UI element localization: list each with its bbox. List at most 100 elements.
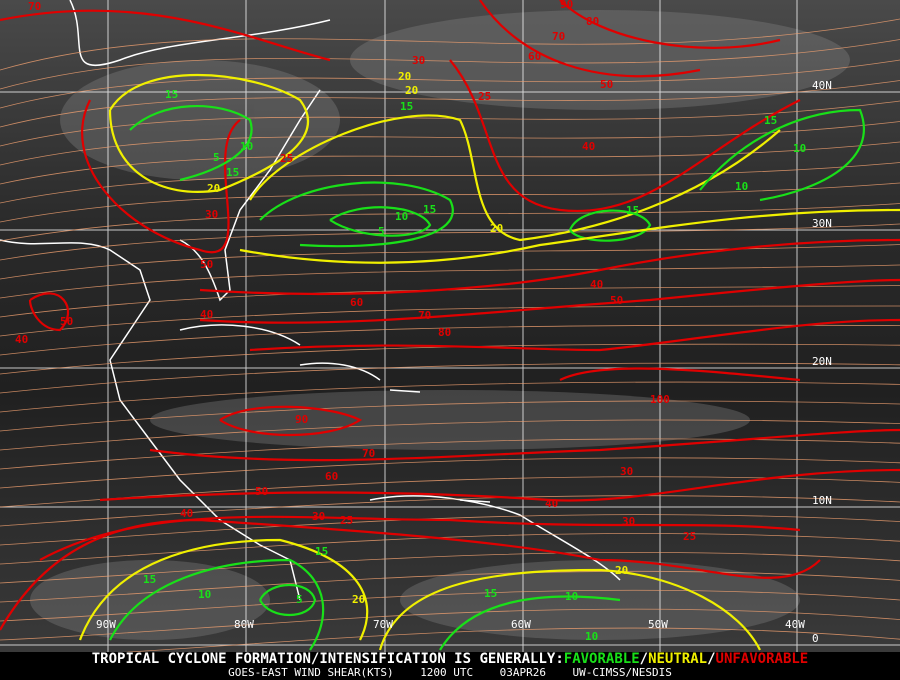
- contour-label: 40: [200, 308, 213, 321]
- contour-label: 15: [143, 573, 156, 586]
- contour-label: 15: [226, 166, 239, 179]
- streamline: [0, 324, 900, 356]
- contour-label: 40: [545, 497, 558, 510]
- contour-label: 70: [418, 309, 431, 322]
- favorable-label: FAVORABLE: [563, 651, 640, 667]
- contour-label: 5: [296, 593, 303, 606]
- lat-label: 20N: [812, 355, 832, 368]
- favorable-contour: [439, 595, 621, 651]
- lon-label: 90W: [96, 618, 116, 631]
- neutral-contour: [249, 114, 781, 242]
- streamline: [0, 551, 900, 584]
- streamline: [0, 457, 900, 489]
- contour-label: 25: [683, 530, 696, 543]
- contour-label: 50: [255, 485, 268, 498]
- streamline: [0, 18, 900, 71]
- contour-label: 50: [60, 315, 73, 328]
- streamline: [0, 362, 900, 394]
- unfavorable-label: UNFAVORABLE: [715, 651, 809, 667]
- neutral-contour: [78, 538, 761, 651]
- lat-label: 30N: [812, 217, 832, 230]
- contour-label: 60: [528, 50, 541, 63]
- contour-label: 80: [438, 326, 451, 339]
- contour-label: 20: [352, 593, 365, 606]
- contour-label: 50: [600, 78, 613, 91]
- contour-label: 20: [615, 564, 628, 577]
- contour-label: 90: [295, 413, 308, 426]
- favorable-contour: [329, 206, 432, 237]
- lat-label: 40N: [812, 79, 832, 92]
- contour-label: 25: [280, 152, 293, 165]
- lon-label: 60W: [511, 618, 531, 631]
- contour-label: 10: [793, 142, 806, 155]
- unfavorable-contour: [99, 468, 900, 502]
- streamline: [0, 59, 900, 109]
- streamline: [0, 162, 900, 204]
- streamline: [0, 533, 900, 565]
- streamline: [0, 305, 900, 337]
- headline: TROPICAL CYCLONE FORMATION/INTENSIFICATI…: [91, 651, 564, 667]
- unfavorable-contour: [28, 292, 70, 332]
- neutral-contour: [108, 73, 309, 193]
- streamline: [0, 182, 900, 223]
- contour-label: 15: [315, 545, 328, 558]
- separator: /: [639, 651, 649, 667]
- unfavorable-contour: [199, 238, 900, 296]
- contour-label: 30: [412, 54, 425, 67]
- contour-label: 40: [180, 507, 193, 520]
- favorability-legend: TROPICAL CYCLONE FORMATION/INTENSIFICATI…: [0, 652, 900, 667]
- valid-time: 1200 UTC: [420, 666, 474, 679]
- favorable-contour: [259, 181, 454, 248]
- lon-label: 50W: [648, 618, 668, 631]
- lon-label: 70W: [373, 618, 393, 631]
- contour-label: 50: [610, 294, 623, 307]
- contour-label: 10: [585, 630, 598, 643]
- contour-label: 40: [590, 278, 603, 291]
- contour-label: 20: [207, 182, 220, 195]
- favorable-contour: [129, 105, 253, 182]
- streamline: [0, 39, 900, 90]
- streamline: [0, 381, 900, 413]
- contour-label: 25: [478, 90, 491, 103]
- contour-label: 10: [240, 140, 253, 153]
- streamline: [0, 570, 900, 603]
- grid-labels: 90W 80W 70W 60W 50W 40W 40N 30N 20N 10N 0: [96, 79, 832, 645]
- favorable-contour: [109, 558, 325, 651]
- contour-label: 40: [582, 140, 595, 153]
- contour-label: 30: [312, 510, 325, 523]
- contour-label: 15: [400, 100, 413, 113]
- streamline: [0, 244, 900, 280]
- contour-label: 20: [398, 70, 411, 83]
- contour-label: 90: [560, 0, 573, 11]
- contour-label: 10: [395, 210, 408, 223]
- neutral-label: NEUTRAL: [648, 651, 708, 667]
- contour-label: 30: [205, 208, 218, 221]
- contour-label: 15: [764, 114, 777, 127]
- unfavorable-contour: [0, 0, 781, 78]
- streamline: [0, 589, 900, 622]
- streamline: [0, 264, 900, 299]
- footer-legend: TROPICAL CYCLONE FORMATION/INTENSIFICATI…: [0, 652, 900, 680]
- unfavorable-contour: [219, 405, 363, 437]
- contour-label: 70: [28, 0, 41, 13]
- contour-label: 10: [565, 590, 578, 603]
- separator: /: [707, 651, 716, 667]
- product-name: GOES-EAST WIND SHEAR(KTS): [228, 666, 394, 679]
- unfavorable-contour: [0, 518, 821, 631]
- contour-label: 20: [490, 222, 503, 235]
- contour-label: 15: [423, 203, 436, 216]
- contour-label: 70: [362, 447, 375, 460]
- contour-label: 25: [340, 514, 353, 527]
- contour-label: 80: [586, 15, 599, 28]
- streamline: [0, 495, 900, 527]
- lon-label: 80W: [234, 618, 254, 631]
- contour-label: 5: [378, 225, 385, 238]
- valid-date: 03APR26: [499, 666, 547, 679]
- neutral-contour: [239, 208, 900, 264]
- streamline: [0, 419, 900, 451]
- contour-label: 40: [15, 333, 28, 346]
- contour-label: 60: [350, 296, 363, 309]
- lat-label: 10N: [812, 494, 832, 507]
